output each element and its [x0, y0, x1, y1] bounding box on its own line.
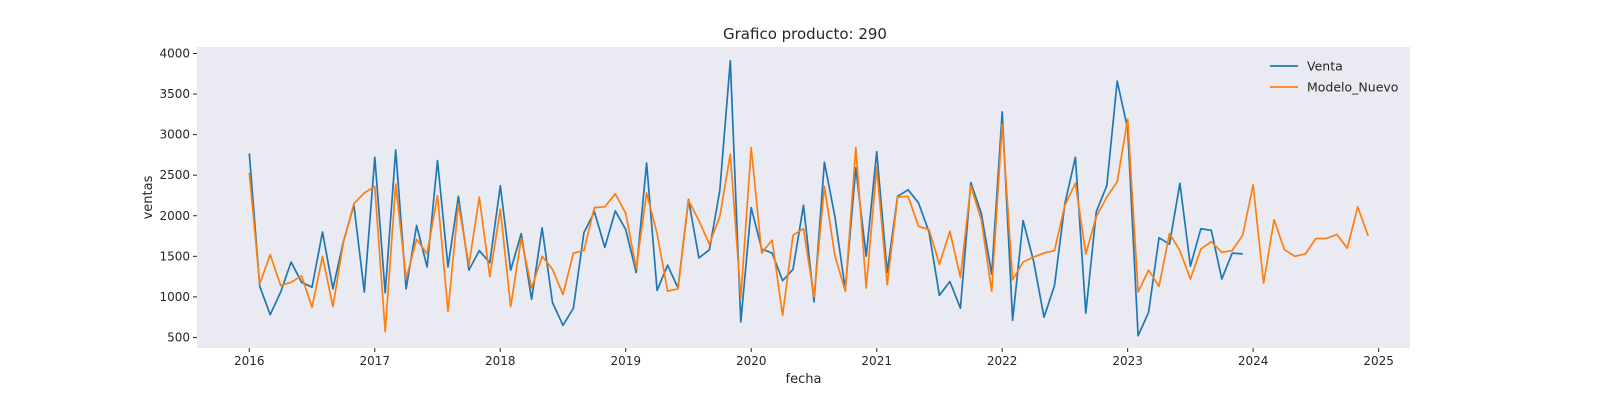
x-tick-label: 2025	[1363, 354, 1394, 368]
x-tick-label: 2024	[1238, 354, 1269, 368]
chart-title: Grafico producto: 290	[723, 25, 887, 43]
x-tick-label: 2020	[736, 354, 767, 368]
y-tick-label: 3000	[159, 128, 190, 142]
legend-label: Venta	[1307, 59, 1343, 74]
x-tick-label: 2018	[485, 354, 516, 368]
series-lines	[248, 59, 1369, 337]
x-axis-label: fecha	[786, 372, 822, 387]
series-line-modelo-nuevo	[248, 118, 1369, 333]
y-axis-label: ventas	[141, 175, 156, 219]
x-tick-label: 2019	[610, 354, 641, 368]
series-line-venta	[248, 59, 1243, 337]
x-tick-label: 2022	[987, 354, 1018, 368]
y-tick-label: 500	[167, 330, 190, 344]
y-tick-label: 2500	[159, 168, 190, 182]
x-tick-label: 2021	[861, 354, 892, 368]
y-tick-label: 2000	[159, 209, 190, 223]
y-tick-label: 4000	[159, 46, 190, 60]
x-tick-label: 2016	[234, 354, 265, 368]
y-tick-label: 3500	[159, 87, 190, 101]
legend: Venta Modelo_Nuevo	[1270, 59, 1398, 95]
y-tick-label: 1500	[159, 249, 190, 263]
x-tick-label: 2023	[1112, 354, 1143, 368]
x-tick-label: 2017	[359, 354, 390, 368]
y-tick-label: 1000	[159, 290, 190, 304]
plot-area	[197, 47, 1410, 348]
x-axis: 2016 2017 2018 2019 2020 2021 2022 2023 2024 2025	[234, 348, 1394, 368]
legend-label: Modelo_Nuevo	[1307, 80, 1398, 95]
y-axis: 500 1000 1500 2000 2500 3000 3500 4000	[159, 46, 197, 344]
